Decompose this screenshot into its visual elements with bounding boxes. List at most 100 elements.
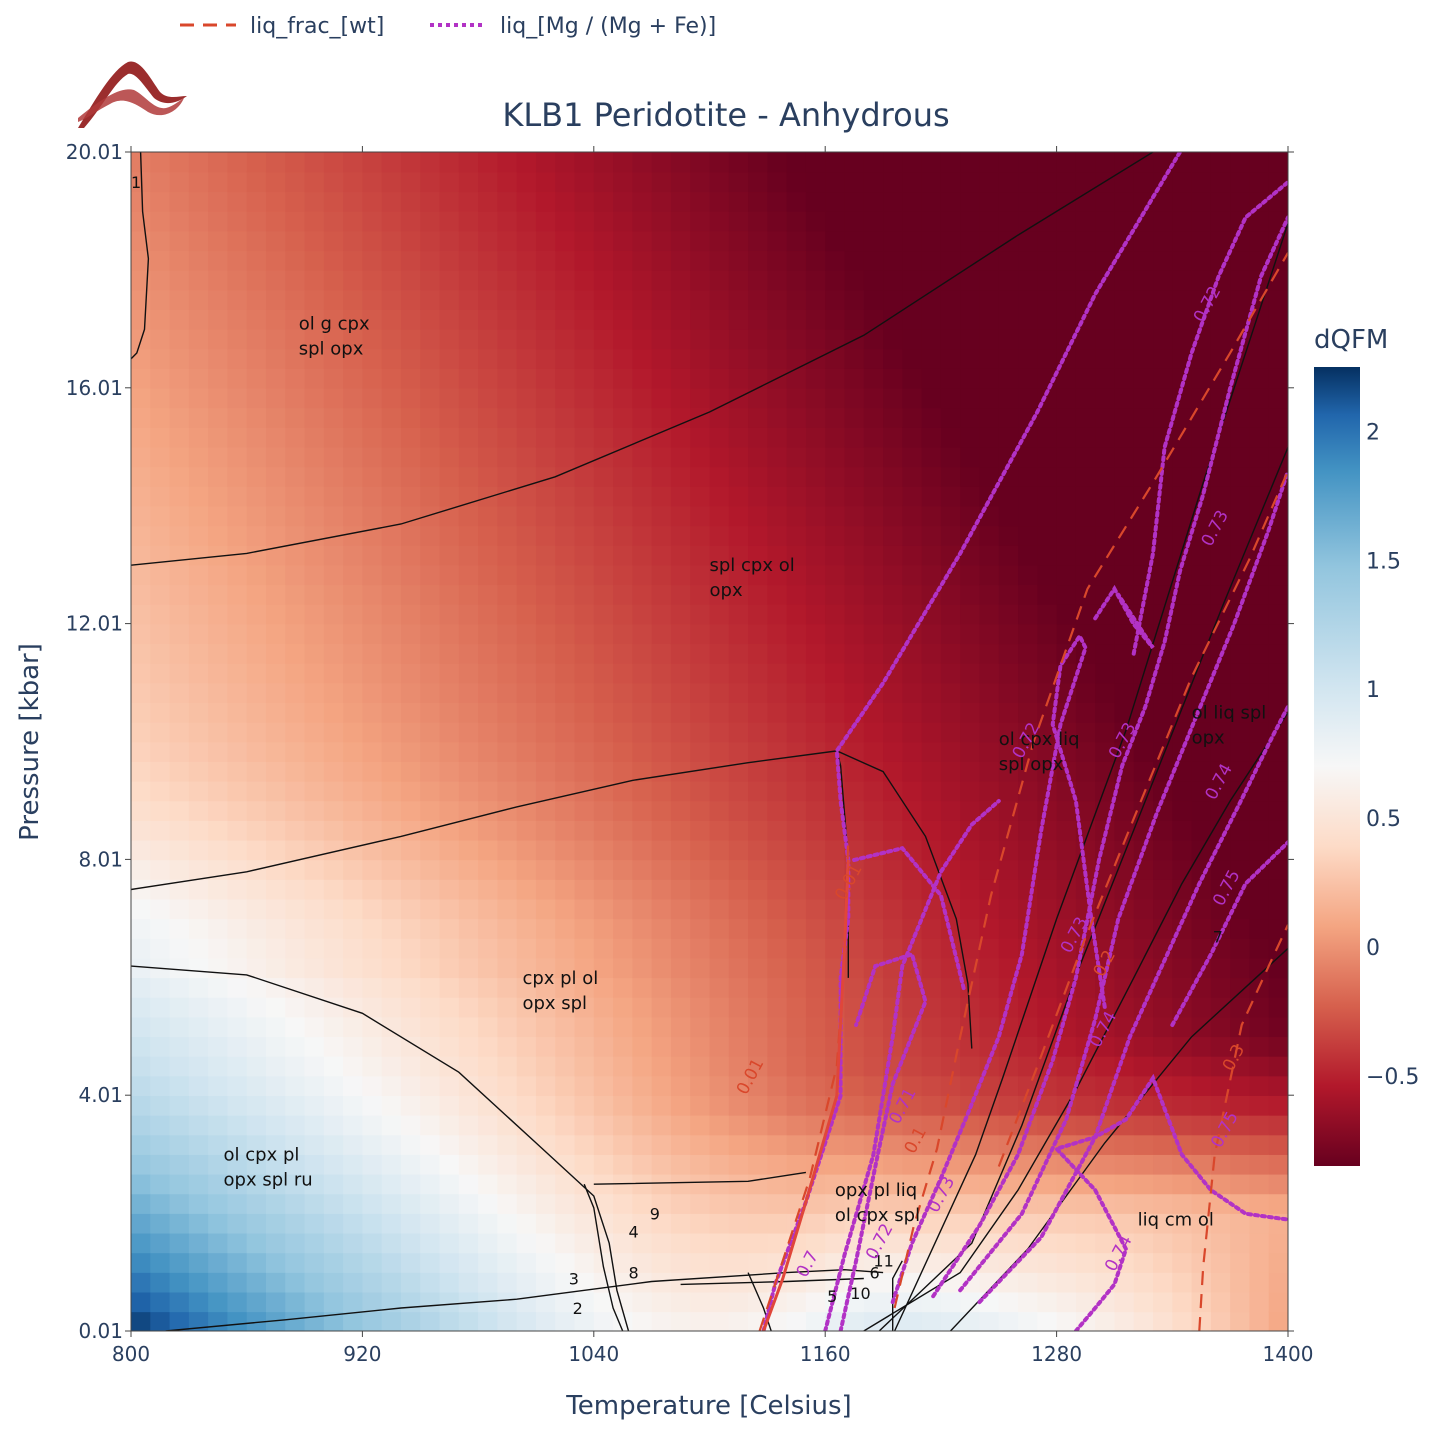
heatmap-cell [805,387,826,409]
heatmap-cell [323,230,344,252]
heatmap-cell [1191,1075,1212,1096]
heatmap-cell [285,486,306,507]
liq-frac-contour [1198,924,1288,1331]
heatmap-cell [709,603,730,625]
heatmap-cell [1018,1272,1039,1293]
heatmap-cell [478,269,499,291]
heatmap-cell [420,152,441,173]
heatmap-cell [786,1016,807,1038]
heatmap-cell [670,1095,692,1116]
heatmap-cell [1230,152,1251,173]
heatmap-cell [131,309,152,330]
heatmap-cell [246,1213,267,1234]
heatmap-cell [1075,427,1096,448]
heatmap-cell [1153,191,1174,212]
heatmap-cell [1114,368,1135,389]
heatmap-cell [439,1075,460,1096]
heatmap-cell [304,1232,325,1254]
heatmap-cell [1153,545,1174,566]
heatmap-cell [1056,1252,1077,1273]
heatmap-cell [169,780,190,802]
heatmap-cell [420,584,441,605]
heatmap-cell [420,250,441,271]
heatmap-cell [458,996,479,1018]
heatmap-cell [613,191,634,212]
heatmap-cell [458,328,479,350]
heatmap-cell [478,1036,499,1057]
heatmap-cell [362,996,383,1018]
heatmap-cell [150,800,171,821]
heatmap-cell [265,780,287,802]
heatmap-cell [1210,800,1231,821]
heatmap-cell [960,230,981,252]
heatmap-cell [227,1154,248,1175]
heatmap-cell [863,780,884,802]
heatmap-cell [651,780,672,802]
heatmap-cell [458,859,479,880]
heatmap-cell [208,820,229,841]
heatmap-cell [208,1134,229,1155]
heatmap-cell [1210,859,1231,880]
heatmap-cell [420,721,441,743]
plot-area[interactable] [131,152,1289,1332]
heatmap-cell [1230,702,1251,723]
heatmap-cell [709,879,730,900]
heatmap-cell [902,584,923,605]
heatmap-cell [227,1272,248,1293]
heatmap-cell [516,545,537,566]
heatmap-cell [362,879,383,900]
heatmap-cell [227,780,248,802]
heatmap-cell [709,171,730,193]
heatmap-cell [208,210,229,232]
heatmap-cell [902,1114,923,1136]
field-number-label: 5 [827,1287,837,1306]
heatmap-cell [844,977,865,998]
heatmap-cell [709,623,730,645]
heatmap-cell [535,1232,557,1254]
heatmap-cell [1114,938,1135,959]
heatmap-cell [227,407,248,428]
heatmap-cell [304,996,325,1018]
heatmap-cell [767,564,788,586]
heatmap-cell [979,1291,1000,1313]
heatmap-cell [400,780,422,802]
heatmap-cell [574,1095,595,1116]
heatmap-cell [1018,289,1039,310]
heatmap-cell [227,210,248,232]
heatmap-cell [1037,328,1058,350]
heatmap-cell [825,584,846,605]
heatmap-cell [1268,820,1288,841]
heatmap-cell [748,348,769,369]
heatmap-cell [1018,545,1039,566]
heatmap-cell [825,1173,846,1195]
heatmap-cell [979,191,1000,212]
heatmap-cell [150,525,171,546]
phase-boundary [747,1272,772,1331]
heatmap-cell [304,1291,325,1313]
colorbar-tick-label: −0.5 [1366,1065,1419,1090]
phase-field-label-line: opx spl ru [224,1170,313,1191]
heatmap-cell [323,1016,344,1038]
heatmap-cell [555,564,576,586]
legend[interactable]: liq_frac_[wt] liq_[Mg / (Mg + Fe)] [180,14,716,39]
heatmap-cell [516,328,537,350]
heatmap-cell [323,702,344,723]
heatmap-cell [150,1272,171,1293]
heatmap-cell [381,1272,402,1293]
heatmap-cell [131,977,152,998]
heatmap-cell [1172,820,1193,841]
heatmap-cell [1172,250,1193,271]
heatmap-cell [304,780,325,802]
heatmap-cell [535,1095,557,1116]
heatmap-cell [208,250,229,271]
heatmap-cell [767,879,788,900]
heatmap-cell [188,328,209,350]
heatmap-cell [1230,1311,1251,1331]
heatmap-cell [940,486,961,507]
heatmap-cell [1056,486,1077,507]
heatmap-cell [362,1114,383,1136]
heatmap-cell [767,1016,788,1038]
heatmap-cell [304,191,325,212]
heatmap-cell [574,1213,595,1234]
heatmap-cell [535,800,557,821]
